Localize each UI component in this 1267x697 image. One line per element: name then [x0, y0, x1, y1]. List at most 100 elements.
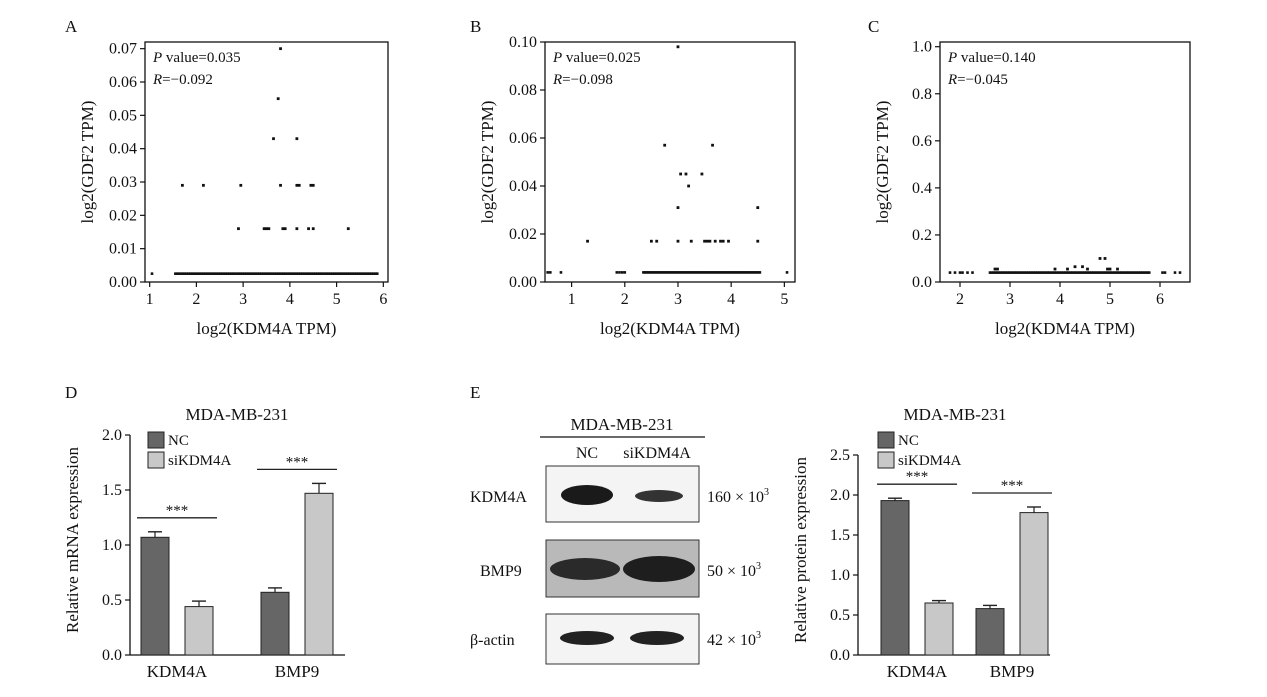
data-point [180, 183, 184, 187]
data-point [304, 272, 308, 275]
data-point [747, 271, 751, 274]
legend-swatch-nc [877, 431, 895, 449]
data-point [346, 272, 349, 275]
data-point [661, 271, 664, 274]
data-point [1108, 267, 1112, 271]
data-point [685, 271, 688, 274]
y-tick-label: 1.0 [830, 567, 850, 584]
y-tick-label: 0.06 [109, 74, 137, 91]
data-point [203, 272, 207, 275]
y-tick-label: 1.0 [912, 39, 932, 56]
y-tick-label: 0.5 [102, 592, 122, 609]
y-tick-label: 0.08 [509, 82, 537, 99]
data-point [355, 272, 358, 275]
data-point [992, 271, 995, 274]
data-point [194, 272, 198, 275]
data-point [276, 272, 280, 275]
data-point [1048, 271, 1051, 274]
data-point [250, 272, 254, 275]
data-point [353, 272, 357, 275]
y-tick-label: 0.0 [102, 647, 122, 664]
x-tick-label: 3 [1006, 291, 1014, 308]
data-point [708, 239, 712, 243]
scatter-plot-b: 1 2 3 4 5 0.00 0.02 0.04 0.06 0.08 0.10 log2(KDM4A … [478, 34, 796, 338]
data-point [224, 272, 228, 275]
x-axis-label: log2(KDM4A TPM) [600, 319, 740, 338]
bar-sikdm4a-bmp9 [304, 492, 334, 656]
data-point [756, 239, 760, 243]
data-point [1081, 271, 1085, 274]
data-point [1077, 271, 1081, 274]
data-point [334, 272, 338, 275]
data-point [252, 272, 256, 275]
data-point [202, 272, 205, 275]
y-tick-label: 2.0 [102, 427, 122, 444]
data-point [295, 183, 299, 187]
r-symbol: R [152, 72, 162, 88]
r-value-text: =−0.045 [957, 72, 1008, 88]
data-point [281, 227, 285, 231]
legend-label-sikdm4a: siKDM4A [168, 453, 232, 469]
data-point [1020, 271, 1023, 274]
data-point [1093, 271, 1097, 274]
data-point [731, 271, 735, 274]
western-blot: MDA-MB-231 NC siKDM4A KDM4A 160 × 103 BM… [470, 415, 769, 665]
data-point [1007, 271, 1011, 274]
data-point [680, 271, 684, 274]
data-point [755, 271, 759, 274]
data-point [676, 239, 680, 243]
panel-label-b: B [470, 17, 481, 36]
data-point [737, 271, 741, 274]
data-point [181, 272, 185, 275]
data-point [1051, 271, 1055, 274]
y-axis-label: log2(GDF2 TPM) [78, 101, 97, 224]
data-point [1073, 265, 1077, 269]
data-point [271, 272, 274, 275]
data-point [289, 272, 293, 275]
data-point [645, 271, 648, 274]
data-point [615, 271, 619, 274]
data-point [1035, 271, 1039, 274]
data-point [1128, 271, 1132, 274]
data-point [1030, 271, 1034, 274]
x-axis-label: log2(KDM4A TPM) [197, 319, 337, 338]
data-point [1107, 271, 1111, 274]
band-actin-nc [560, 631, 614, 645]
data-point [1013, 271, 1016, 274]
data-point [1079, 271, 1083, 274]
data-point [1067, 271, 1071, 274]
y-tick-label: 0.5 [830, 607, 850, 624]
data-point [239, 183, 243, 187]
data-point [297, 183, 301, 187]
data-point [999, 271, 1002, 274]
data-point [261, 272, 265, 275]
data-point [220, 272, 224, 275]
data-point [1004, 271, 1008, 274]
data-point [282, 272, 286, 275]
plot-frame [939, 41, 1191, 283]
x-tick-label: 3 [239, 291, 247, 308]
x-axis-label: log2(KDM4A TPM) [995, 319, 1135, 338]
p-value-text: value=0.025 [562, 50, 640, 66]
data-point [1076, 271, 1079, 274]
x-tick-label: 3 [674, 291, 682, 308]
x-tick-label: 2 [956, 291, 964, 308]
data-point [684, 172, 688, 176]
data-point [676, 206, 680, 209]
data-point [235, 272, 239, 275]
data-point [309, 183, 313, 187]
data-point [559, 271, 563, 274]
chart-title: MDA-MB-231 [904, 405, 1007, 424]
data-point [712, 271, 715, 274]
data-point [347, 272, 351, 275]
data-point [1098, 271, 1102, 274]
plot-frame [144, 41, 389, 283]
data-point [179, 272, 183, 275]
data-point [211, 272, 215, 275]
data-point [697, 271, 701, 274]
data-point [1039, 271, 1043, 274]
r-value-text: =−0.098 [562, 72, 613, 88]
data-point [237, 272, 241, 275]
x-tick-label: 6 [1156, 291, 1164, 308]
data-point [213, 272, 216, 275]
